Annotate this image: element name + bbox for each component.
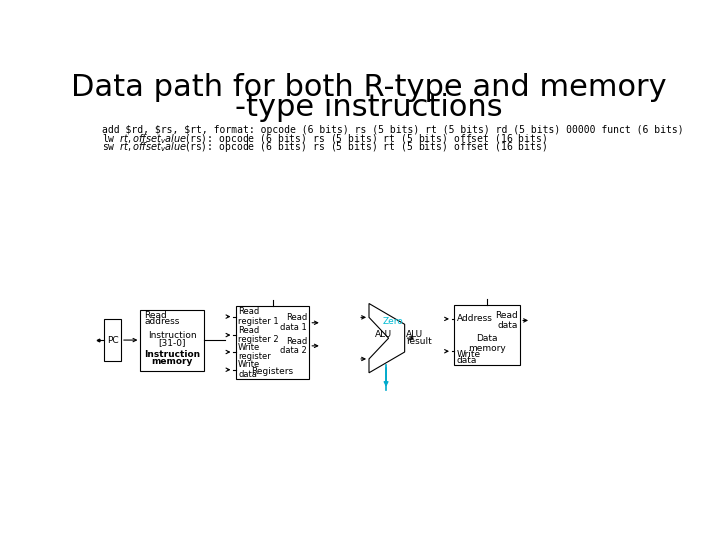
Text: result: result (406, 338, 432, 347)
Text: Read
data 2: Read data 2 (280, 336, 307, 355)
Text: Data
memory: Data memory (468, 334, 506, 353)
Text: Address: Address (456, 314, 492, 323)
Polygon shape (369, 303, 405, 373)
Text: Write
register: Write register (238, 343, 271, 361)
Text: Instruction: Instruction (144, 350, 200, 359)
Text: ALU: ALU (406, 330, 423, 339)
Text: Instruction: Instruction (148, 332, 197, 340)
Text: add $rd, $rs, $rt, format: opcode (6 bits) rs (5 bits) rt (5 bits) rd (5 bits) 0: add $rd, $rs, $rt, format: opcode (6 bit… (102, 125, 684, 135)
Bar (104, 319, 121, 361)
Text: Data path for both R-type and memory: Data path for both R-type and memory (71, 73, 667, 103)
Text: Read
data 1: Read data 1 (280, 313, 307, 332)
Text: lw $rt, offset_value($rs): opcode (6 bits) rs (5 bits) rt (5 bits) offset (16 bi: lw $rt, offset_value($rs): opcode (6 bit… (102, 132, 548, 146)
Text: [31-0]: [31-0] (158, 338, 186, 347)
Text: Read: Read (144, 312, 167, 320)
Text: address: address (144, 318, 179, 327)
Text: ALU: ALU (375, 330, 392, 339)
Text: Write
data: Write data (238, 360, 260, 379)
Text: Read
register 2: Read register 2 (238, 326, 279, 345)
Bar (235, 306, 310, 379)
Text: data: data (456, 356, 477, 365)
Bar (454, 305, 520, 365)
Text: Registers: Registers (251, 367, 294, 376)
Text: -type instructions: -type instructions (235, 93, 503, 123)
Text: Read
register 1: Read register 1 (238, 307, 279, 326)
Text: Write: Write (456, 350, 481, 359)
Text: Read
data: Read data (495, 311, 518, 330)
Text: Zero: Zero (382, 316, 403, 326)
Bar (140, 309, 204, 372)
Text: sw $rt, offset_value($rs): opcode (6 bits) rs (5 bits) rt (5 bits) offset (16 bi: sw $rt, offset_value($rs): opcode (6 bit… (102, 140, 548, 154)
Text: PC: PC (107, 335, 118, 345)
Text: memory: memory (151, 357, 193, 366)
